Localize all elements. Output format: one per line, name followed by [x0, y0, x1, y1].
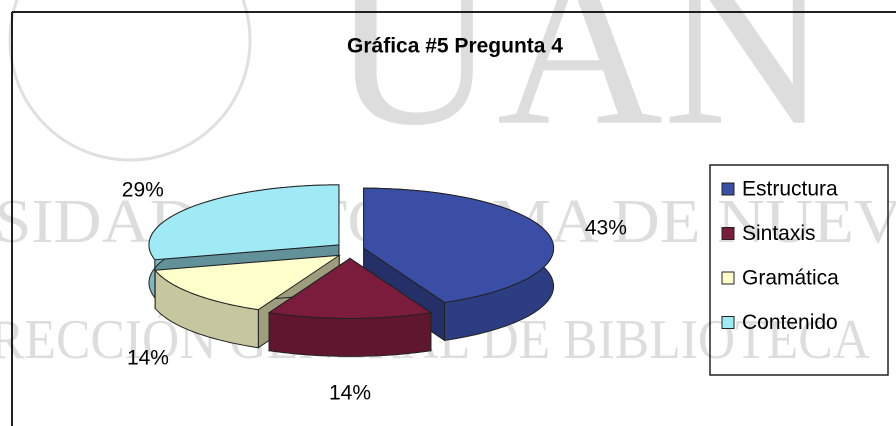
pie-slice: [267, 257, 433, 357]
legend-label: Contenido: [742, 311, 838, 334]
data-label: 29%: [122, 179, 164, 202]
slice-top: [148, 184, 340, 261]
chart-title: Gráfica #5 Pregunta 4: [347, 35, 563, 58]
slice-top: [363, 187, 555, 303]
data-label: 43%: [585, 217, 627, 240]
legend-label: Estructura: [742, 178, 838, 201]
chart-frame: [11, 11, 896, 426]
legend-label: Sintaxis: [742, 222, 816, 245]
legend-swatch: [721, 316, 735, 329]
slice-top: [267, 257, 433, 319]
legend-label: Gramática: [742, 267, 839, 290]
legend-swatch: [721, 227, 735, 240]
slice-side: [268, 312, 432, 357]
legend-box: [709, 164, 889, 376]
watermark-seal: [8, 0, 252, 162]
slice-top: [154, 254, 342, 311]
data-label: 14%: [329, 382, 371, 405]
data-label: 14%: [127, 347, 169, 370]
legend-swatch: [721, 182, 735, 196]
watermark-logo: UAN: [331, 0, 829, 173]
legend-swatch: [721, 271, 735, 285]
